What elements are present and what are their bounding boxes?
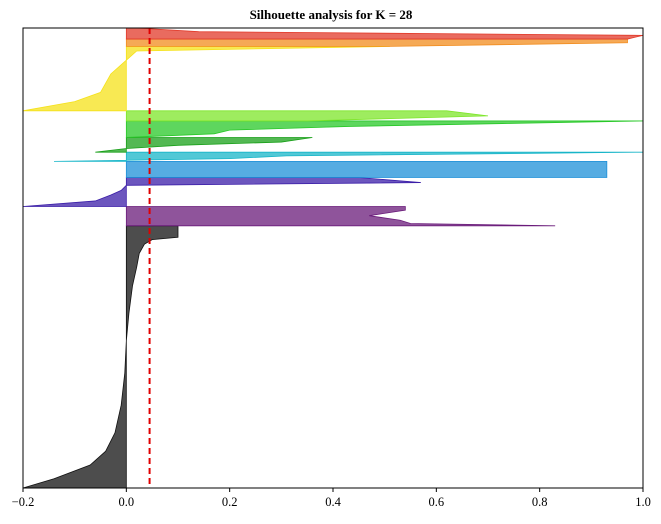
cluster-silhouettes <box>22 27 644 489</box>
cluster-8-silhouette <box>22 46 390 112</box>
cluster-3-silhouette <box>125 161 608 178</box>
chart-title: Silhouette analysis for K = 28 <box>250 7 413 22</box>
x-tick-label-5: 0.8 <box>532 495 548 509</box>
x-tick-label-2: 0.2 <box>222 495 238 509</box>
cluster-1-silhouette <box>125 206 556 227</box>
x-tick-label-0: −0.2 <box>12 495 35 509</box>
cluster-6-silhouette <box>125 120 644 138</box>
cluster-10-silhouette <box>125 27 644 40</box>
cluster-9-silhouette <box>125 38 628 47</box>
cluster-4-silhouette <box>53 151 644 162</box>
x-tick-label-3: 0.4 <box>325 495 341 509</box>
cluster-7-silhouette <box>125 110 489 122</box>
cluster-5-silhouette <box>95 137 313 153</box>
x-axis: −0.2 0.0 0.2 0.4 0.6 0.8 1.0 <box>12 488 651 509</box>
x-tick-label-1: 0.0 <box>119 495 135 509</box>
x-tick-label-6: 1.0 <box>635 495 651 509</box>
cluster-2-silhouette <box>22 177 421 207</box>
x-tick-label-4: 0.6 <box>429 495 445 509</box>
cluster-0-silhouette <box>22 225 179 489</box>
